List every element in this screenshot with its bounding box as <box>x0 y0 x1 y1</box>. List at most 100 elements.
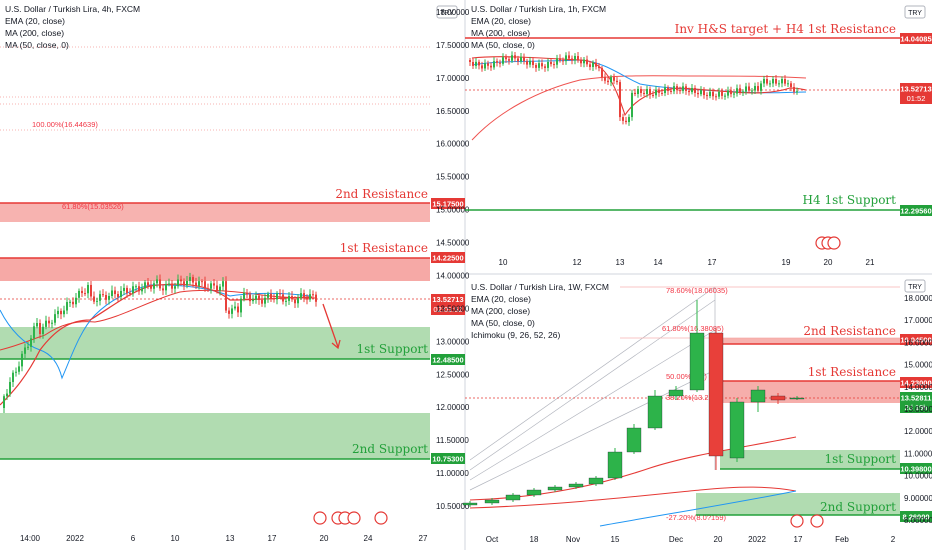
candle-body <box>673 86 675 92</box>
candle-body <box>478 61 480 66</box>
candle-body <box>742 91 744 93</box>
panel-4h-title: U.S. Dollar / Turkish Lira, 4h, FXCM <box>5 4 140 14</box>
y-tick-label: 10.00000 <box>904 472 932 481</box>
candle-body <box>607 451 623 479</box>
candle-body <box>685 86 687 91</box>
candle-body <box>631 92 633 118</box>
panel-1h-currency-label: TRY <box>908 10 922 17</box>
panel-1h-ma200-line <box>471 75 807 141</box>
candle-body <box>39 323 41 334</box>
candle-body <box>550 61 552 65</box>
candle-body <box>72 301 74 305</box>
candle-body <box>462 502 478 506</box>
panel-1w[interactable]: U.S. Dollar / Turkish Lira, 1W, FXCM EMA… <box>462 279 932 544</box>
panel-1w-tag-1st-resistance <box>900 377 932 388</box>
panel-4h-tag-2nd-support <box>431 453 465 464</box>
candle-body <box>96 300 98 302</box>
candle-body <box>637 89 639 95</box>
candle-body <box>24 347 26 354</box>
candle-body <box>36 323 38 327</box>
panel-4h-countdown-text: 02:01:52 <box>433 305 462 314</box>
panel-1w-zone-1st-resistance-label: 1st Resistance <box>808 365 896 379</box>
panel-1w-ema-line <box>469 436 797 501</box>
candle-body <box>676 86 678 91</box>
candle-body <box>583 59 585 64</box>
y-tick-label: 13.00000 <box>436 337 470 346</box>
panel-4h-ma200-legend: MA (200, close) <box>5 28 64 38</box>
x-tick-label: 21 <box>866 258 875 267</box>
candle-body <box>225 281 227 311</box>
candle-body <box>27 346 29 348</box>
x-tick-label: 19 <box>782 258 791 267</box>
candle-body <box>171 283 173 289</box>
candle-body <box>291 296 293 300</box>
candle-body <box>150 285 152 289</box>
x-tick-label: 14 <box>654 258 663 267</box>
candle-body <box>526 489 542 496</box>
panel-4h-zone-2nd-support-label: 2nd Support <box>352 442 428 456</box>
x-tick-label: 2022 <box>748 535 766 544</box>
candle-body <box>658 89 660 93</box>
candle-body <box>87 284 89 294</box>
candle-body <box>586 59 588 65</box>
candle-body <box>607 80 609 83</box>
panel-4h-candles <box>3 272 317 413</box>
candle-body <box>276 293 278 300</box>
candle-body <box>647 395 663 429</box>
candle-body <box>589 64 591 67</box>
panel-4h[interactable]: U.S. Dollar / Turkish Lira, 4h, FXCM EMA… <box>0 4 470 543</box>
candle-body <box>601 68 603 78</box>
candle-body <box>135 286 137 288</box>
candle-body <box>57 310 59 315</box>
candle-body <box>201 281 203 283</box>
candle-body <box>111 290 113 297</box>
candle-body <box>652 94 654 96</box>
candle-body <box>186 280 188 286</box>
candle-body <box>177 279 179 287</box>
candle-body <box>532 60 534 65</box>
candle-body <box>739 88 741 92</box>
panel-1w-fib-7860: 78.60%(18.06035) <box>666 286 728 295</box>
candle-body <box>706 95 708 97</box>
candle-body <box>129 292 131 294</box>
candle-body <box>234 306 236 309</box>
y-tick-label: 14.50000 <box>436 239 470 248</box>
candle-body <box>733 93 735 95</box>
candle-body <box>598 66 600 69</box>
candle-body <box>770 395 786 401</box>
x-tick-label: 17 <box>708 258 717 267</box>
candle-body <box>231 308 233 314</box>
candle-body <box>541 63 543 67</box>
candle-body <box>279 293 281 295</box>
candle-body <box>153 283 155 289</box>
candle-body <box>718 91 720 97</box>
flag-icon <box>374 511 388 525</box>
candle-body <box>117 294 119 297</box>
candle-body <box>54 314 56 323</box>
x-tick-label: 2022 <box>66 534 84 543</box>
candle-body <box>141 288 143 292</box>
candle-body <box>30 338 32 347</box>
candle-body <box>508 59 510 61</box>
candle-body <box>81 290 83 294</box>
x-tick-label: 13 <box>226 534 235 543</box>
panel-4h-tag-2nd-support-text: 10.75300 <box>432 455 463 464</box>
candle-body <box>162 288 164 291</box>
panel-1h[interactable]: U.S. Dollar / Turkish Lira, 1h, FXCM EMA… <box>465 4 932 267</box>
candle-body <box>9 381 11 394</box>
candle-body <box>499 62 501 64</box>
x-tick-label: 13 <box>616 258 625 267</box>
panel-1w-fib-rays <box>469 286 716 491</box>
candle-body <box>751 90 753 92</box>
panel-4h-projection-arrowhead <box>331 339 341 350</box>
candle-body <box>192 277 194 283</box>
panel-1h-resistance-label: Inv H&S target + H4 1st Resistance <box>675 22 896 36</box>
panel-1w-countdown-text: 2d 19h <box>905 403 928 412</box>
candle-body <box>784 79 786 84</box>
candle-body <box>727 90 729 96</box>
candle-body <box>604 77 606 81</box>
panel-1w-y-axis: 18.00000 17.00000 16.00000 15.00000 14.00000… <box>904 294 932 525</box>
candle-body <box>42 326 44 334</box>
candle-body <box>246 292 248 295</box>
candle-body <box>168 283 170 285</box>
